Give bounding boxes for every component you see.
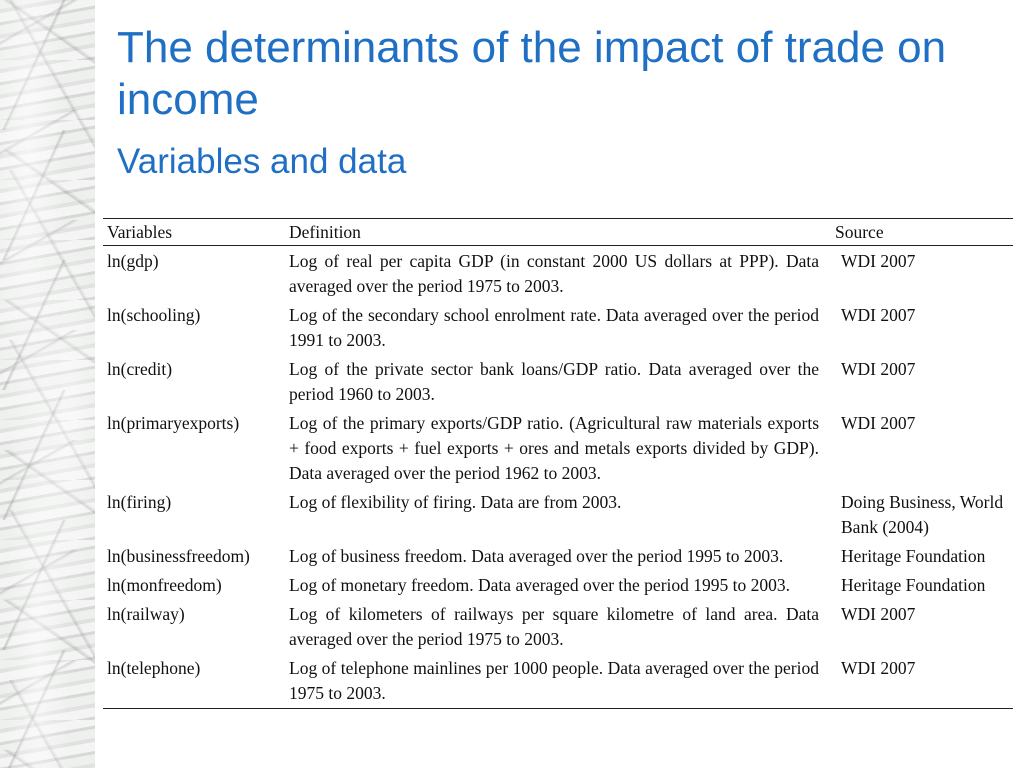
source-cell: Doing Business, World Bank (2004) <box>841 492 1004 537</box>
source-cell: WDI 2007 <box>841 305 916 325</box>
header-variables: Variables <box>103 218 285 246</box>
table-row: ln(railway) Log of kilometers of railway… <box>103 599 1013 653</box>
table-row: ln(telephone) Log of telephone mainlines… <box>103 653 1013 709</box>
table-row: ln(credit) Log of the private sector ban… <box>103 354 1013 408</box>
variable-cell: ln(schooling) <box>107 305 201 325</box>
source-cell: Heritage Foundation <box>841 546 986 566</box>
source-cell: Heritage Foundation <box>841 575 986 595</box>
variables-table: Variables Definition Source ln(gdp) Log … <box>103 218 1013 709</box>
definition-cell: Log of real per capita GDP (in constant … <box>289 251 819 296</box>
variable-cell: ln(primaryexports) <box>107 413 240 433</box>
header-definition: Definition <box>285 218 827 246</box>
variable-cell: ln(gdp) <box>107 251 159 271</box>
variable-cell: ln(telephone) <box>103 653 285 709</box>
definition-cell: Log of monetary freedom. Data averaged o… <box>289 575 791 595</box>
source-cell: WDI 2007 <box>841 359 916 379</box>
table-header-row: Variables Definition Source <box>103 218 1013 246</box>
variable-cell: ln(firing) <box>107 492 172 512</box>
header-source: Source <box>827 218 1013 246</box>
table-row: ln(firing) Log of flexibility of firing.… <box>103 487 1013 541</box>
source-cell: WDI 2007 <box>827 653 1013 709</box>
marble-background-strip <box>0 0 95 768</box>
variable-cell: ln(railway) <box>107 604 185 624</box>
table-row: ln(schooling) Log of the secondary schoo… <box>103 300 1013 354</box>
definition-cell: Log of flexibility of firing. Data are f… <box>289 492 622 512</box>
variable-cell: ln(credit) <box>107 359 173 379</box>
definition-cell: Log of the secondary school enrolment ra… <box>289 305 819 350</box>
source-cell: WDI 2007 <box>841 413 916 433</box>
definition-cell: Log of telephone mainlines per 1000 peop… <box>285 653 827 709</box>
slide-title: The determinants of the impact of trade … <box>117 23 947 124</box>
definition-cell: Log of business freedom. Data averaged o… <box>289 546 784 566</box>
source-cell: WDI 2007 <box>841 604 916 624</box>
table-row: ln(gdp) Log of real per capita GDP (in c… <box>103 246 1013 301</box>
slide-subtitle: Variables and data <box>117 142 407 181</box>
variable-cell: ln(businessfreedom) <box>107 546 250 566</box>
table-row: ln(businessfreedom) Log of business free… <box>103 541 1013 570</box>
definition-cell: Log of kilometers of railways per square… <box>289 604 819 649</box>
variable-cell: ln(monfreedom) <box>107 575 222 595</box>
table-row: ln(primaryexports) Log of the primary ex… <box>103 408 1013 487</box>
source-cell: WDI 2007 <box>841 251 916 271</box>
definition-cell: Log of the primary exports/GDP ratio. (A… <box>289 413 819 483</box>
definition-cell: Log of the private sector bank loans/GDP… <box>289 359 819 404</box>
table-row: ln(monfreedom) Log of monetary freedom. … <box>103 570 1013 599</box>
